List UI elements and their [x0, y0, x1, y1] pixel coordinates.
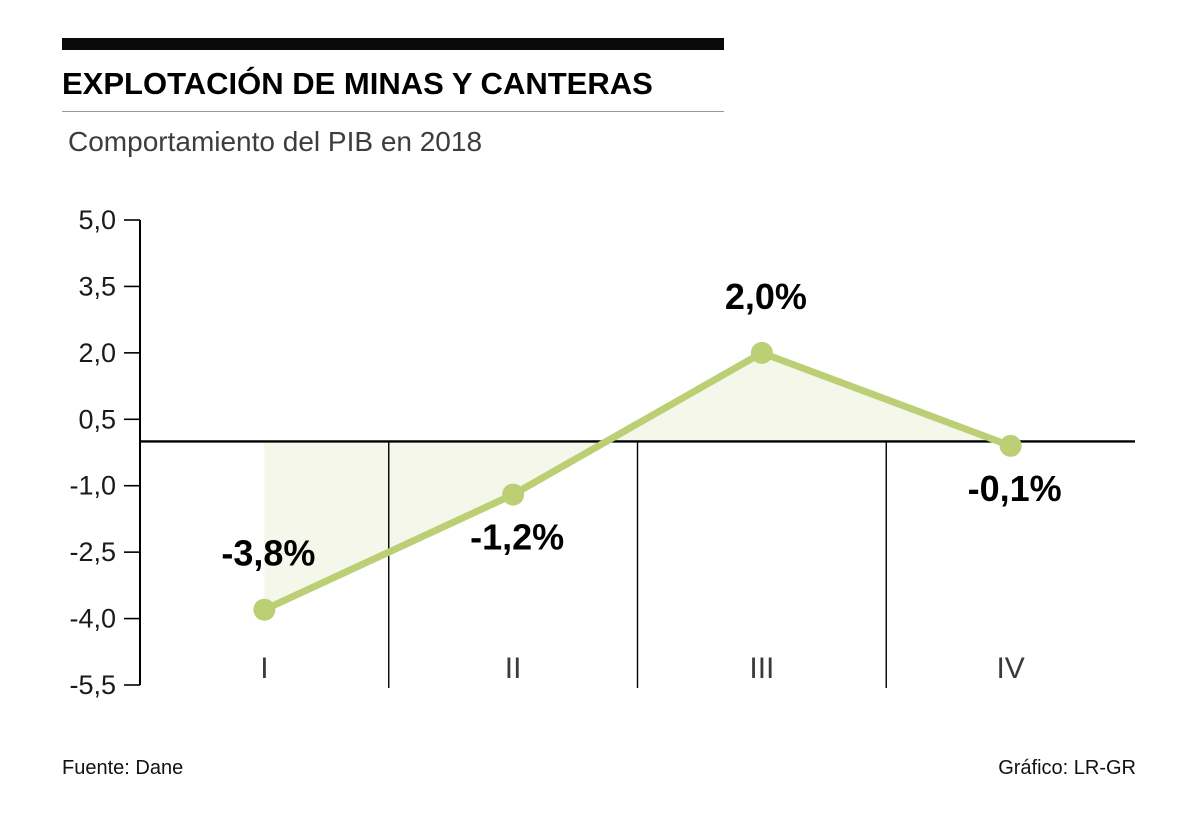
y-tick-label: 2,0	[78, 338, 116, 368]
data-point-label: -1,2%	[470, 517, 564, 558]
data-point	[253, 598, 276, 621]
footer: Fuente: Dane Gráfico: LR-GR	[62, 757, 1136, 780]
y-tick-label: -2,5	[69, 537, 116, 567]
data-point	[750, 341, 773, 364]
data-point-label: 2,0%	[725, 276, 807, 317]
y-tick-label: -1,0	[69, 471, 116, 501]
y-tick-label: -4,0	[69, 604, 116, 634]
category-label: II	[505, 652, 522, 685]
category-label: IV	[996, 652, 1024, 685]
area-fill	[264, 352, 1011, 610]
y-tick-label: -5,5	[69, 670, 116, 700]
source-credit: Fuente: Dane	[62, 757, 184, 779]
data-point-label: -3,8%	[221, 533, 315, 574]
y-tick-label: 5,0	[78, 205, 116, 235]
data-point-label: -0,1%	[968, 468, 1062, 509]
category-label: I	[260, 652, 268, 685]
y-tick-label: 0,5	[78, 404, 116, 434]
category-label: III	[749, 652, 774, 685]
top-accent-bar	[62, 38, 724, 50]
pib-line-chart: 5,0 3,5 2,0 0,5 -1,0 -2,5 -4,0 -5,5 -3,8% I -1,2% I…	[69, 205, 1135, 700]
data-point	[999, 434, 1022, 457]
data-point	[502, 483, 525, 506]
data-line	[260, 349, 1015, 614]
chart-subtitle: Comportamiento del PIB en 2018	[68, 126, 483, 157]
chart-title: EXPLOTACIÓN DE MINAS Y CANTERAS	[62, 66, 653, 101]
graphic-credit: Gráfico: LR-GR	[998, 757, 1136, 779]
title-divider	[62, 111, 724, 112]
y-tick-label: 3,5	[78, 271, 116, 301]
